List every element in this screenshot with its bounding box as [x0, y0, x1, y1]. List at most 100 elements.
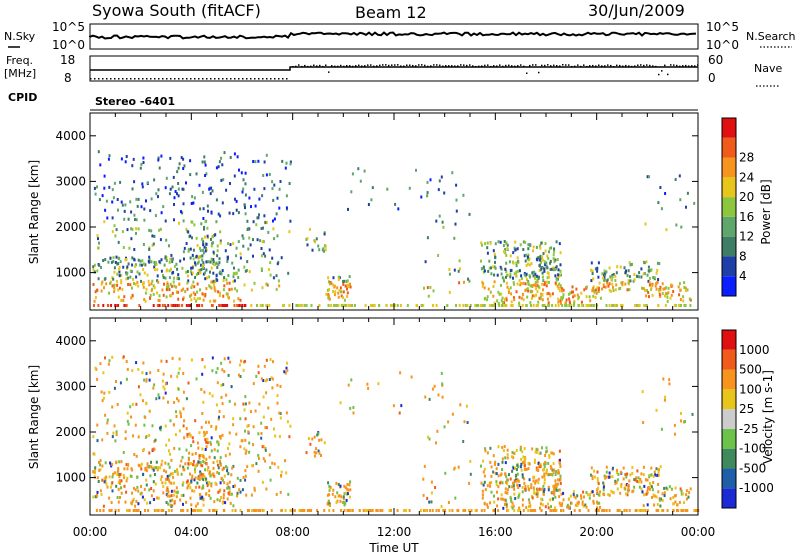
- range-gate-cell: [269, 478, 272, 482]
- range-gate-cell: [503, 498, 506, 502]
- range-gate-cell: [521, 461, 524, 465]
- range-gate-cell: [135, 231, 137, 235]
- range-gate-cell: [196, 282, 199, 286]
- range-gate-cell: [263, 214, 266, 218]
- nave-dot: [520, 64, 522, 66]
- range-gate-cell: [93, 304, 95, 307]
- nave-dot: [190, 78, 192, 80]
- range-gate-cell: [681, 492, 684, 496]
- range-gate-cell: [332, 283, 335, 287]
- range-gate-cell: [486, 484, 489, 488]
- range-gate-cell: [500, 493, 503, 497]
- range-gate-cell: [608, 509, 611, 512]
- range-gate-cell: [199, 473, 202, 477]
- range-gate-cell: [152, 480, 155, 484]
- range-gate-cell: [672, 509, 675, 512]
- range-gate-cell: [157, 466, 160, 470]
- range-gate-cell: [316, 433, 319, 437]
- range-gate-cell: [145, 401, 148, 405]
- range-gate-cell: [351, 509, 354, 512]
- range-gate-cell: [497, 485, 500, 489]
- range-gate-cell: [400, 404, 403, 408]
- range-gate-cell: [633, 278, 636, 282]
- range-gate-cell: [237, 276, 240, 279]
- nave-dot: [646, 64, 648, 66]
- range-gate-cell: [626, 483, 629, 487]
- range-gate-cell: [679, 298, 682, 301]
- range-gate-cell: [159, 428, 162, 432]
- power-plot-area: [90, 113, 698, 310]
- range-gate-cell: [680, 411, 682, 415]
- range-gate-cell: [261, 480, 264, 484]
- range-gate-cell: [536, 490, 539, 494]
- range-gate-cell: [161, 459, 164, 463]
- range-gate-cell: [659, 465, 662, 469]
- range-gate-cell: [205, 246, 207, 250]
- nave-dot: [604, 65, 606, 67]
- nave-dot: [340, 64, 342, 67]
- nave-dot: [439, 64, 441, 67]
- range-gate-cell: [262, 509, 265, 512]
- range-gate-cell: [168, 244, 170, 248]
- range-gate-cell: [553, 484, 556, 488]
- range-gate-cell: [299, 304, 302, 307]
- range-gate-cell: [661, 499, 664, 502]
- range-gate-cell: [660, 427, 663, 431]
- range-gate-cell: [177, 166, 180, 170]
- range-gate-cell: [118, 475, 121, 479]
- range-gate-cell: [305, 304, 308, 307]
- range-gate-cell: [215, 426, 218, 430]
- range-gate-cell: [117, 481, 120, 484]
- range-gate-cell: [261, 240, 264, 244]
- range-gate-cell: [177, 273, 180, 277]
- range-gate-cell: [99, 459, 102, 463]
- range-gate-cell: [113, 386, 116, 390]
- range-gate-cell: [126, 367, 129, 371]
- range-gate-cell: [615, 283, 618, 287]
- range-gate-cell: [92, 470, 95, 474]
- range-gate-cell: [96, 439, 99, 443]
- range-gate-cell: [203, 155, 206, 159]
- nave-dot: [301, 65, 303, 68]
- range-gate-cell: [538, 258, 541, 262]
- range-gate-cell: [187, 381, 190, 385]
- range-gate-cell: [238, 168, 240, 172]
- range-gate-cell: [678, 282, 681, 286]
- range-gate-cell: [623, 509, 626, 512]
- nave-dot: [514, 65, 516, 68]
- range-gate-cell: [265, 391, 268, 395]
- range-gate-cell: [237, 240, 240, 244]
- range-gate-cell: [668, 485, 671, 489]
- range-gate-cell: [516, 472, 519, 476]
- range-gate-cell: [288, 304, 291, 307]
- nave-dot: [343, 65, 345, 68]
- range-gate-cell: [597, 493, 600, 497]
- range-gate-cell: [113, 285, 115, 289]
- range-gate-cell: [185, 270, 188, 274]
- range-gate-cell: [504, 297, 506, 301]
- range-gate-cell: [441, 382, 444, 386]
- range-gate-cell: [232, 485, 235, 488]
- range-gate-cell: [262, 252, 265, 256]
- range-gate-cell: [595, 292, 598, 295]
- range-gate-cell: [538, 296, 541, 300]
- range-gate-cell: [679, 198, 682, 202]
- range-gate-cell: [198, 183, 201, 187]
- range-gate-cell: [684, 420, 686, 423]
- range-gate-cell: [170, 374, 173, 378]
- range-gate-cell: [104, 413, 107, 417]
- range-gate-cell: [189, 256, 192, 260]
- range-gate-cell: [210, 436, 213, 440]
- range-gate-cell: [559, 481, 562, 485]
- range-gate-cell: [248, 270, 251, 274]
- range-gate-cell: [112, 196, 115, 200]
- range-gate-cell: [617, 509, 620, 512]
- range-gate-cell: [339, 484, 342, 488]
- range-gate-cell: [196, 297, 199, 301]
- range-gate-cell: [541, 298, 544, 302]
- range-gate-cell: [520, 457, 523, 461]
- range-gate-cell: [462, 509, 465, 512]
- colorbar-tick-label: -1000: [739, 481, 774, 495]
- range-gate-cell: [140, 205, 143, 209]
